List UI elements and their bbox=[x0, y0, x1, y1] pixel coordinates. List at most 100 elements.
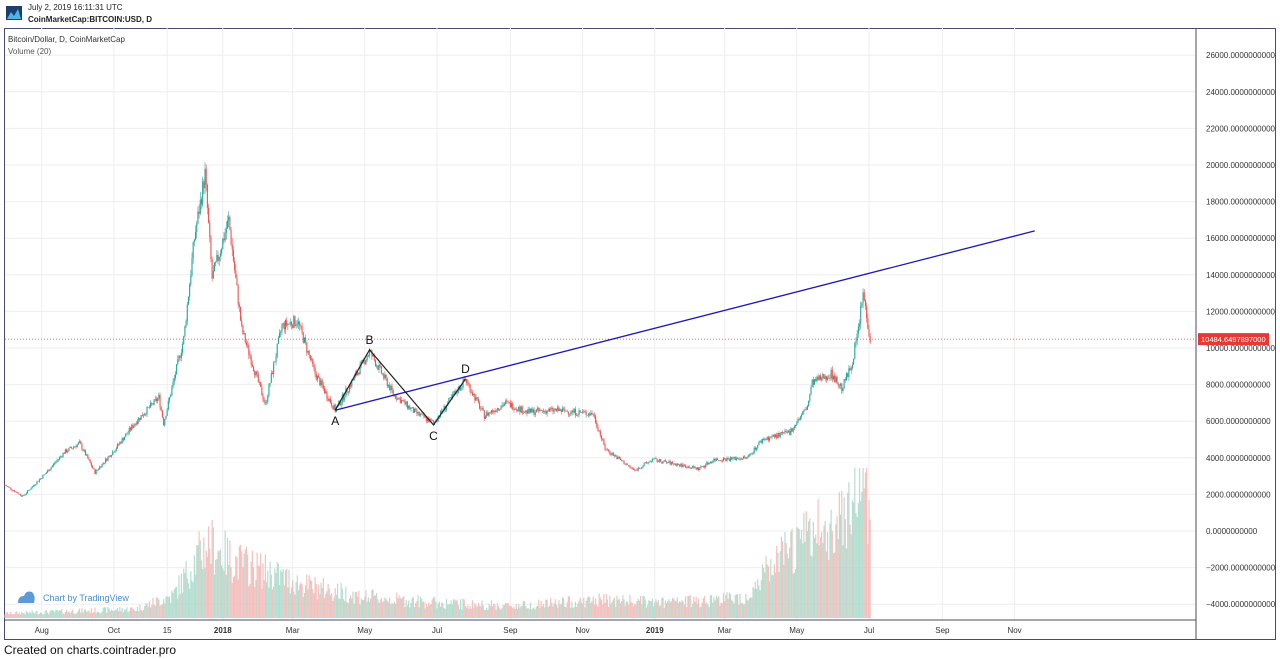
volume-bar bbox=[689, 594, 691, 618]
volume-bar bbox=[821, 531, 823, 618]
candle-body bbox=[247, 344, 249, 346]
candle-body bbox=[827, 377, 829, 380]
candle-body bbox=[565, 411, 567, 412]
candle-body bbox=[449, 397, 451, 399]
candle-body bbox=[152, 403, 154, 405]
volume-bar bbox=[12, 614, 14, 618]
candle-body bbox=[320, 380, 322, 386]
volume-bar bbox=[280, 569, 282, 618]
volume-bar bbox=[443, 608, 445, 618]
candle-body bbox=[819, 375, 822, 380]
candle-body bbox=[470, 392, 472, 393]
volume-bar bbox=[438, 601, 440, 618]
pattern-point-label: C bbox=[429, 429, 438, 443]
last-price-label: 10484.6497897000 bbox=[1201, 335, 1266, 344]
volume-bar bbox=[370, 598, 372, 618]
volume-bar bbox=[537, 605, 539, 618]
candle-body bbox=[167, 400, 169, 410]
volume-bar bbox=[290, 587, 293, 618]
candle-body bbox=[242, 325, 244, 334]
volume-bar bbox=[250, 561, 252, 618]
candle-body bbox=[9, 487, 11, 488]
volume-bar bbox=[712, 602, 714, 618]
volume-bar bbox=[642, 596, 644, 618]
candle-body bbox=[49, 469, 51, 472]
candle-body bbox=[425, 416, 427, 422]
candle-body bbox=[84, 450, 87, 456]
volume-bar bbox=[467, 605, 469, 618]
candle-body bbox=[489, 412, 491, 414]
candle-body bbox=[640, 468, 642, 470]
candle-body bbox=[145, 414, 147, 415]
candle-body bbox=[409, 406, 411, 410]
volume-bar bbox=[509, 606, 511, 618]
candle-body bbox=[361, 359, 363, 362]
candle-body bbox=[453, 394, 455, 395]
volume-bar bbox=[152, 597, 154, 618]
candle-body bbox=[837, 383, 839, 386]
price-tick-label: 16000.0000000000 bbox=[1206, 234, 1276, 243]
drawing-overlays: A B C D bbox=[331, 230, 1035, 443]
candle-body bbox=[627, 464, 629, 466]
candle-body bbox=[204, 168, 206, 189]
volume-bar bbox=[52, 610, 55, 618]
volume-bar bbox=[808, 521, 810, 618]
candle-body bbox=[217, 254, 219, 261]
volume-bar bbox=[133, 609, 135, 618]
candle-body bbox=[411, 407, 413, 409]
candle-body bbox=[160, 407, 162, 411]
candle-body bbox=[866, 306, 868, 319]
volume-bar bbox=[670, 601, 672, 618]
volume-bar bbox=[528, 609, 530, 618]
candle-body bbox=[123, 437, 126, 441]
volume-bar bbox=[399, 598, 401, 618]
candle-body bbox=[379, 364, 381, 367]
candle-body bbox=[205, 168, 207, 185]
volume-bar bbox=[31, 610, 33, 618]
candle-body bbox=[222, 238, 224, 250]
volume-bar bbox=[695, 596, 697, 618]
candle-body bbox=[18, 493, 20, 495]
candle-body bbox=[537, 408, 539, 410]
volume-bar bbox=[796, 526, 798, 618]
volume-bar bbox=[590, 603, 592, 618]
candle-body bbox=[344, 397, 346, 400]
candle-body bbox=[552, 407, 554, 412]
candle-body bbox=[405, 401, 407, 405]
volume-bar bbox=[839, 514, 842, 618]
price-tick-label: 22000.0000000000 bbox=[1206, 124, 1276, 133]
candle-body bbox=[634, 469, 636, 471]
volume-bar bbox=[764, 572, 766, 618]
volume-bar bbox=[568, 596, 571, 618]
volume-bar bbox=[628, 604, 630, 618]
candle-body bbox=[619, 458, 622, 460]
candle-body bbox=[838, 385, 840, 387]
watermark[interactable]: Chart by TradingView bbox=[18, 591, 129, 604]
candle-body bbox=[719, 460, 721, 461]
volume-bar bbox=[139, 604, 141, 618]
volume-bar bbox=[288, 569, 290, 618]
candle-body bbox=[50, 467, 52, 470]
candle-body bbox=[329, 398, 332, 403]
volume-bar bbox=[787, 558, 790, 618]
volume-bar bbox=[255, 579, 257, 618]
candle-body bbox=[275, 356, 277, 362]
volume-bar bbox=[310, 581, 313, 618]
price-tick-label: −4000.0000000000 bbox=[1206, 600, 1276, 609]
time-axis[interactable]: Aug Oct 15 2018 Mar May Jul Sep Nov 2019 Mar May Jul… bbox=[5, 619, 1196, 635]
volume-bar bbox=[709, 595, 712, 618]
volume-bar bbox=[495, 609, 497, 618]
price-axis[interactable]: 26000.0000000000 24000.0000000000 22000.00… bbox=[1195, 28, 1276, 640]
volume-bar bbox=[816, 543, 818, 618]
candle-body bbox=[280, 331, 282, 333]
candle-body bbox=[728, 459, 730, 461]
candle-body bbox=[10, 487, 12, 490]
candle-body bbox=[241, 320, 243, 326]
volume-bar bbox=[465, 607, 468, 618]
candle-body bbox=[513, 409, 515, 411]
volume-bar bbox=[123, 609, 126, 618]
volume-bar bbox=[224, 530, 226, 618]
candle-body bbox=[122, 438, 124, 441]
volume-bar bbox=[850, 534, 852, 618]
